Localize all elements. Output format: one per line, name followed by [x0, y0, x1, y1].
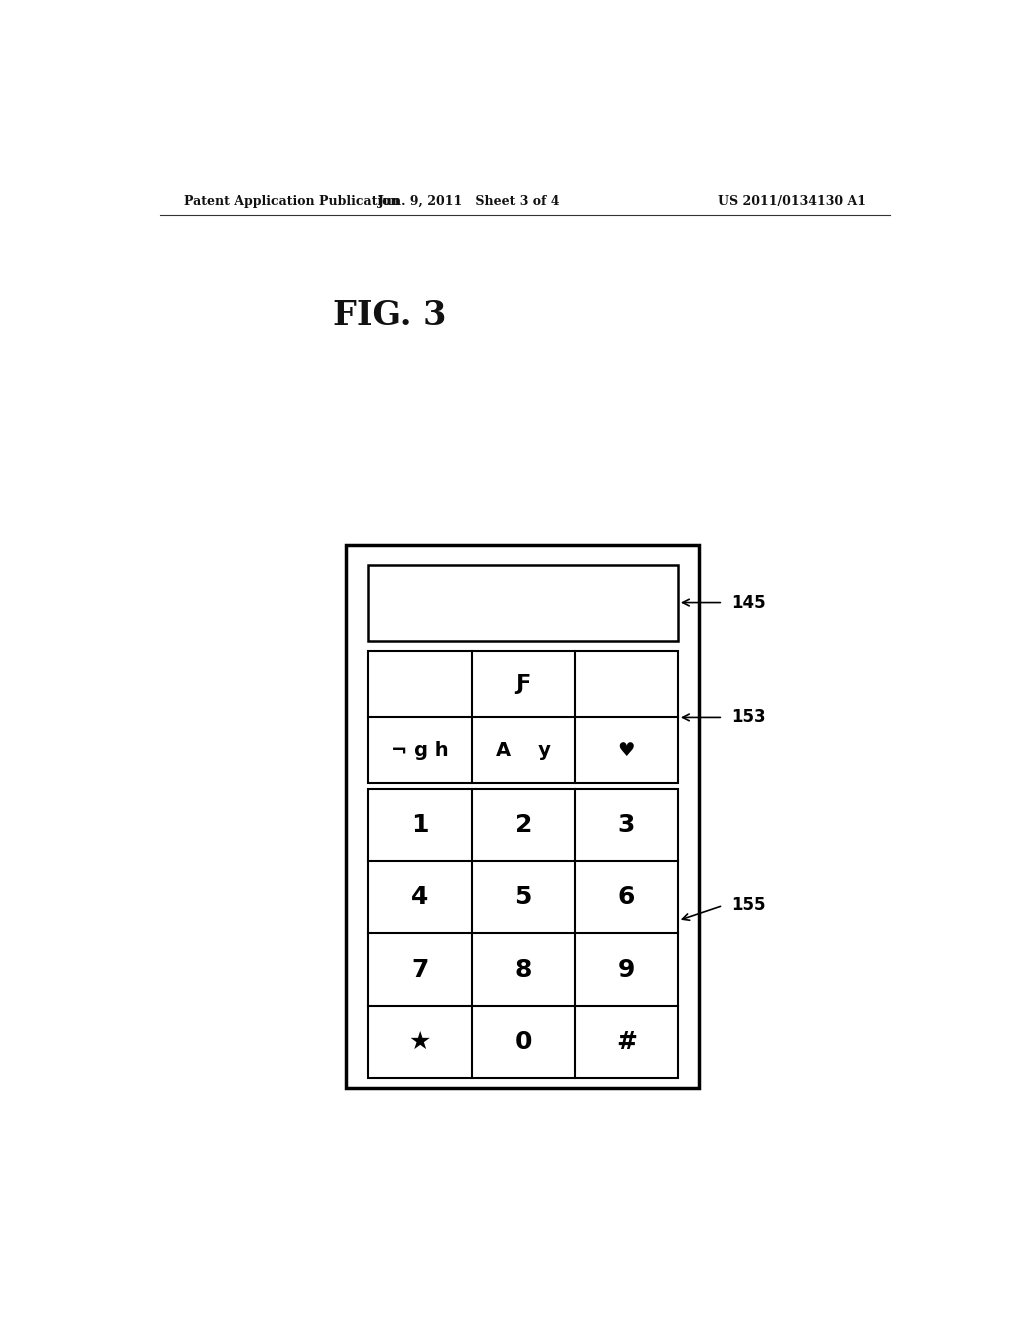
- Text: Ƒ: Ƒ: [516, 675, 530, 694]
- Text: 3: 3: [617, 813, 635, 837]
- Bar: [369, 565, 678, 642]
- Text: 1: 1: [412, 813, 429, 837]
- Text: 2: 2: [514, 813, 531, 837]
- Text: 5: 5: [514, 886, 531, 909]
- Bar: [346, 545, 699, 1089]
- Text: 8: 8: [514, 957, 531, 982]
- Text: ♥: ♥: [617, 741, 635, 760]
- Text: #: #: [615, 1030, 637, 1055]
- Bar: [369, 788, 678, 1078]
- Text: 7: 7: [412, 957, 429, 982]
- Text: 155: 155: [731, 896, 766, 915]
- Text: US 2011/0134130 A1: US 2011/0134130 A1: [718, 194, 866, 207]
- Text: 145: 145: [731, 594, 766, 611]
- Text: 4: 4: [412, 886, 429, 909]
- Text: 153: 153: [731, 709, 766, 726]
- Text: FIG. 3: FIG. 3: [333, 300, 446, 333]
- Text: ★: ★: [409, 1030, 431, 1055]
- Text: Patent Application Publication: Patent Application Publication: [183, 194, 399, 207]
- Text: 9: 9: [617, 957, 635, 982]
- Text: A    y: A y: [496, 741, 551, 760]
- Bar: [369, 651, 678, 784]
- Text: ¬ g h: ¬ g h: [391, 741, 449, 760]
- Text: Jun. 9, 2011   Sheet 3 of 4: Jun. 9, 2011 Sheet 3 of 4: [378, 194, 560, 207]
- Text: 6: 6: [617, 886, 635, 909]
- Text: 0: 0: [514, 1030, 531, 1055]
